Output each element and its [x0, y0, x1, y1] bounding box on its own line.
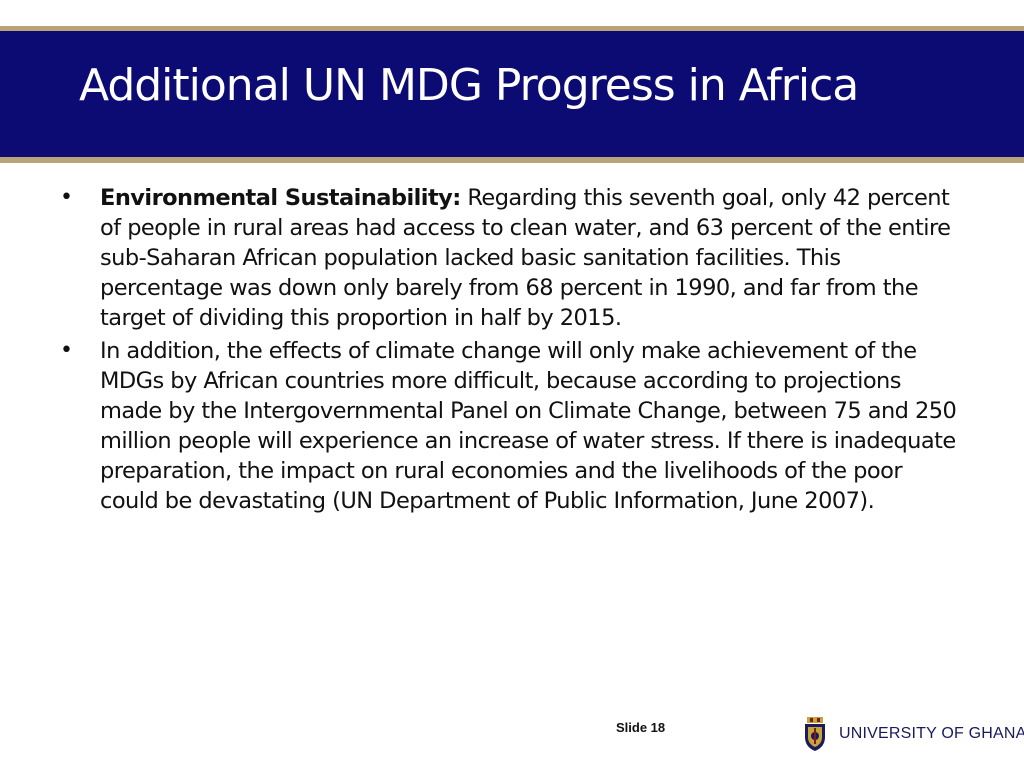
- title-band: [0, 31, 1024, 161]
- university-logo: UNIVERSITY OF GHANA: [803, 717, 1024, 751]
- bullet-item-environmental: • Environmental Sustainability: Regardin…: [60, 183, 960, 333]
- bullet-text: In addition, the effects of climate chan…: [100, 338, 957, 514]
- slide-number: Slide 18: [616, 720, 666, 735]
- university-name: UNIVERSITY OF GHANA: [839, 725, 1024, 742]
- university-crest-icon: [805, 717, 825, 751]
- bullet-icon: •: [60, 185, 73, 210]
- bottom-gold-divider: [0, 157, 1024, 163]
- bullet-item-climate-change: • In addition, the effects of climate ch…: [60, 336, 960, 516]
- bullet-text: Regarding this seventh goal, only 42 per…: [100, 185, 951, 331]
- top-gold-divider: [0, 26, 1024, 31]
- bullet-lead: Environmental Sustainability:: [100, 185, 461, 211]
- bullet-list: • Environmental Sustainability: Regardin…: [60, 183, 960, 519]
- bullet-icon: •: [60, 338, 73, 363]
- slide-title: Additional UN MDG Progress in Africa: [79, 60, 859, 111]
